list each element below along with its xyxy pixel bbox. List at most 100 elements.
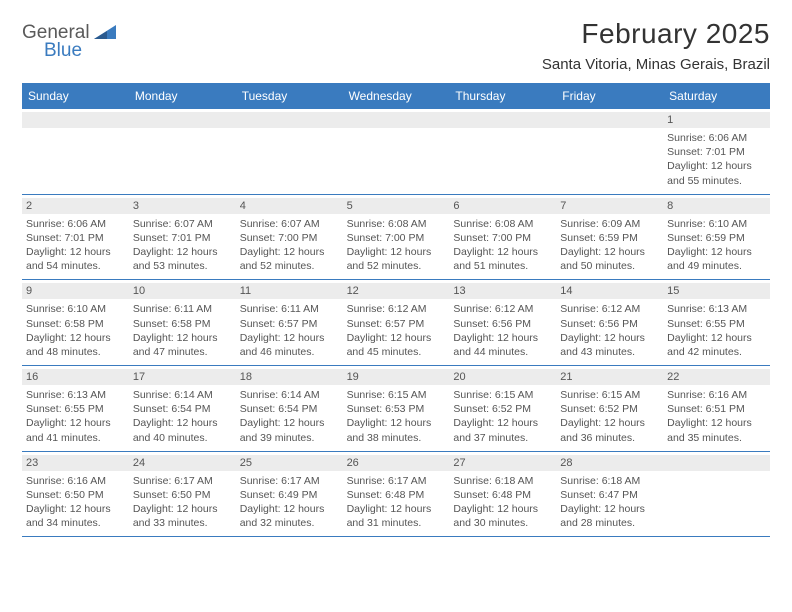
day-info: Sunrise: 6:17 AMSunset: 6:50 PMDaylight:… (133, 474, 232, 531)
day-info: Sunrise: 6:06 AMSunset: 7:01 PMDaylight:… (667, 131, 766, 188)
day-info: Sunrise: 6:16 AMSunset: 6:51 PMDaylight:… (667, 388, 766, 445)
day-number: 23 (22, 455, 129, 471)
day-info: Sunrise: 6:10 AMSunset: 6:59 PMDaylight:… (667, 217, 766, 274)
day-info: Sunrise: 6:12 AMSunset: 6:57 PMDaylight:… (347, 302, 446, 359)
day-info: Sunrise: 6:11 AMSunset: 6:58 PMDaylight:… (133, 302, 232, 359)
calendar-cell: 3 Sunrise: 6:07 AMSunset: 7:01 PMDaylight… (129, 195, 236, 280)
day-info: Sunrise: 6:14 AMSunset: 6:54 PMDaylight:… (133, 388, 232, 445)
day-info: Sunrise: 6:17 AMSunset: 6:48 PMDaylight:… (347, 474, 446, 531)
calendar: SundayMondayTuesdayWednesdayThursdayFrid… (22, 83, 770, 537)
day-info: Sunrise: 6:09 AMSunset: 6:59 PMDaylight:… (560, 217, 659, 274)
logo-text-2: Blue (44, 40, 82, 61)
calendar-cell: 10 Sunrise: 6:11 AMSunset: 6:58 PMDayligh… (129, 280, 236, 365)
day-info: Sunrise: 6:06 AMSunset: 7:01 PMDaylight:… (26, 217, 125, 274)
calendar-cell: 15Sunrise: 6:13 AMSunset: 6:55 PMDayligh… (663, 280, 770, 365)
calendar-row: 2Sunrise: 6:06 AMSunset: 7:01 PMDaylight… (22, 195, 770, 281)
calendar-cell (663, 452, 770, 537)
day-number (663, 455, 770, 471)
day-number: 25 (236, 455, 343, 471)
page-title: February 2025 (542, 18, 770, 50)
day-number: 1 (663, 112, 770, 128)
day-number: 12 (343, 283, 450, 299)
day-number: 9 (22, 283, 129, 299)
calendar-cell: 16 Sunrise: 6:13 AMSunset: 6:55 PMDayligh… (22, 366, 129, 451)
day-header: Monday (129, 84, 236, 109)
day-number: 28 (556, 455, 663, 471)
calendar-cell: 1 Sunrise: 6:06 AMSunset: 7:01 PMDaylight… (663, 109, 770, 194)
day-header: Thursday (449, 84, 556, 109)
day-info: Sunrise: 6:17 AMSunset: 6:49 PMDaylight:… (240, 474, 339, 531)
day-info: Sunrise: 6:08 AMSunset: 7:00 PMDaylight:… (347, 217, 446, 274)
calendar-cell: 23 Sunrise: 6:16 AMSunset: 6:50 PMDayligh… (22, 452, 129, 537)
day-number: 17 (129, 369, 236, 385)
calendar-cell: 4 Sunrise: 6:07 AMSunset: 7:00 PMDaylight… (236, 195, 343, 280)
day-info: Sunrise: 6:14 AMSunset: 6:54 PMDaylight:… (240, 388, 339, 445)
day-number: 3 (129, 198, 236, 214)
day-number: 18 (236, 369, 343, 385)
calendar-cell: 8 Sunrise: 6:10 AMSunset: 6:59 PMDaylight… (663, 195, 770, 280)
day-number: 22 (663, 369, 770, 385)
calendar-cell: 14 Sunrise: 6:12 AMSunset: 6:56 PMDayligh… (556, 280, 663, 365)
calendar-cell: 9 Sunrise: 6:10 AMSunset: 6:58 PMDaylight… (22, 280, 129, 365)
logo: General Blue (22, 18, 116, 66)
calendar-row: 16 Sunrise: 6:13 AMSunset: 6:55 PMDayligh… (22, 366, 770, 452)
day-info: Sunrise: 6:13 AMSunset: 6:55 PMDaylight:… (667, 302, 766, 359)
day-number (556, 112, 663, 128)
calendar-cell: 12 Sunrise: 6:12 AMSunset: 6:57 PMDayligh… (343, 280, 450, 365)
calendar-cell: 28 Sunrise: 6:18 AMSunset: 6:47 PMDayligh… (556, 452, 663, 537)
day-number: 8 (663, 198, 770, 214)
day-info: Sunrise: 6:12 AMSunset: 6:56 PMDaylight:… (560, 302, 659, 359)
day-number: 6 (449, 198, 556, 214)
day-header: Friday (556, 84, 663, 109)
calendar-cell: 18 Sunrise: 6:14 AMSunset: 6:54 PMDayligh… (236, 366, 343, 451)
day-info: Sunrise: 6:13 AMSunset: 6:55 PMDaylight:… (26, 388, 125, 445)
day-info: Sunrise: 6:15 AMSunset: 6:53 PMDaylight:… (347, 388, 446, 445)
day-number (236, 112, 343, 128)
calendar-cell (449, 109, 556, 194)
day-info: Sunrise: 6:10 AMSunset: 6:58 PMDaylight:… (26, 302, 125, 359)
day-info: Sunrise: 6:15 AMSunset: 6:52 PMDaylight:… (560, 388, 659, 445)
day-header: Wednesday (343, 84, 450, 109)
day-info: Sunrise: 6:18 AMSunset: 6:48 PMDaylight:… (453, 474, 552, 531)
day-info: Sunrise: 6:07 AMSunset: 7:00 PMDaylight:… (240, 217, 339, 274)
logo-triangle-icon (94, 25, 116, 46)
calendar-cell: 26 Sunrise: 6:17 AMSunset: 6:48 PMDayligh… (343, 452, 450, 537)
calendar-row: 9 Sunrise: 6:10 AMSunset: 6:58 PMDaylight… (22, 280, 770, 366)
calendar-cell: 7 Sunrise: 6:09 AMSunset: 6:59 PMDaylight… (556, 195, 663, 280)
day-info: Sunrise: 6:16 AMSunset: 6:50 PMDaylight:… (26, 474, 125, 531)
day-number: 10 (129, 283, 236, 299)
day-info: Sunrise: 6:08 AMSunset: 7:00 PMDaylight:… (453, 217, 552, 274)
day-number: 13 (449, 283, 556, 299)
calendar-cell: 24 Sunrise: 6:17 AMSunset: 6:50 PMDayligh… (129, 452, 236, 537)
calendar-cell: 21Sunrise: 6:15 AMSunset: 6:52 PMDayligh… (556, 366, 663, 451)
day-number (449, 112, 556, 128)
calendar-cell: 27 Sunrise: 6:18 AMSunset: 6:48 PMDayligh… (449, 452, 556, 537)
calendar-cell: 25 Sunrise: 6:17 AMSunset: 6:49 PMDayligh… (236, 452, 343, 537)
calendar-cell (22, 109, 129, 194)
day-number: 4 (236, 198, 343, 214)
day-number: 16 (22, 369, 129, 385)
day-number: 26 (343, 455, 450, 471)
calendar-cell: 20Sunrise: 6:15 AMSunset: 6:52 PMDayligh… (449, 366, 556, 451)
day-number: 24 (129, 455, 236, 471)
day-number: 14 (556, 283, 663, 299)
day-number (22, 112, 129, 128)
calendar-cell (236, 109, 343, 194)
calendar-cell: 6 Sunrise: 6:08 AMSunset: 7:00 PMDaylight… (449, 195, 556, 280)
day-info: Sunrise: 6:07 AMSunset: 7:01 PMDaylight:… (133, 217, 232, 274)
header: General Blue February 2025 Santa Vitoria… (22, 18, 770, 73)
day-header-row: SundayMondayTuesdayWednesdayThursdayFrid… (22, 84, 770, 109)
day-info: Sunrise: 6:12 AMSunset: 6:56 PMDaylight:… (453, 302, 552, 359)
calendar-cell: 22 Sunrise: 6:16 AMSunset: 6:51 PMDayligh… (663, 366, 770, 451)
day-header: Sunday (22, 84, 129, 109)
day-number: 27 (449, 455, 556, 471)
calendar-body: 1 Sunrise: 6:06 AMSunset: 7:01 PMDaylight… (22, 109, 770, 537)
calendar-cell (129, 109, 236, 194)
day-number (129, 112, 236, 128)
calendar-cell: 13 Sunrise: 6:12 AMSunset: 6:56 PMDayligh… (449, 280, 556, 365)
day-number (343, 112, 450, 128)
day-info: Sunrise: 6:18 AMSunset: 6:47 PMDaylight:… (560, 474, 659, 531)
page-subtitle: Santa Vitoria, Minas Gerais, Brazil (542, 56, 770, 73)
day-number: 7 (556, 198, 663, 214)
day-number: 20 (449, 369, 556, 385)
